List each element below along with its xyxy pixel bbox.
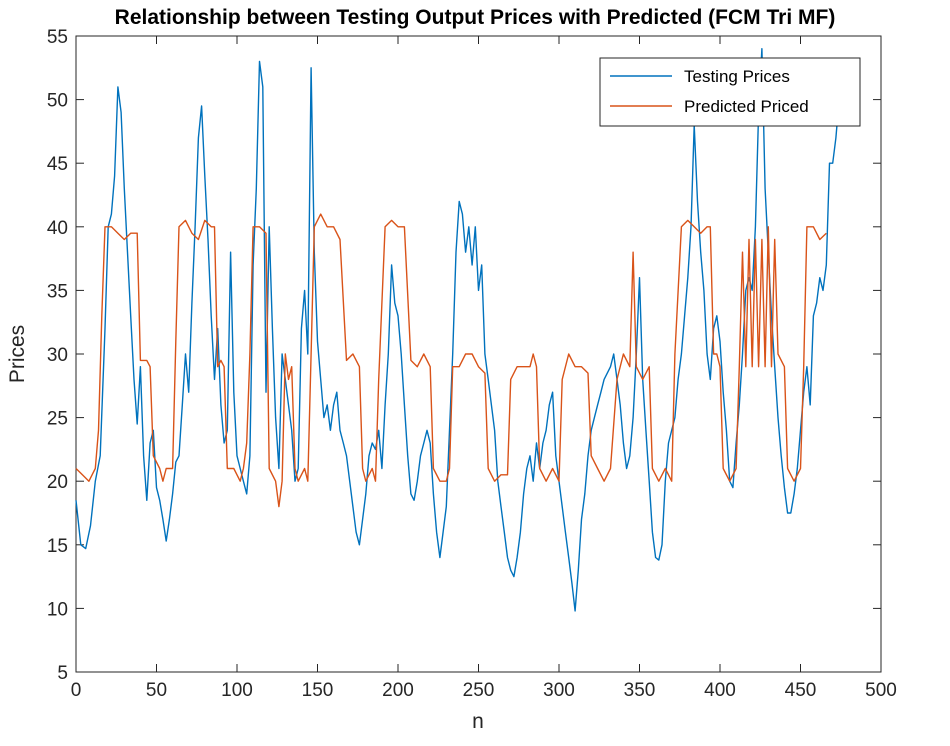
series-lines — [75, 48, 840, 612]
y-tick-label: 10 — [47, 599, 68, 620]
legend-label-testing-prices: Testing Prices — [684, 67, 790, 86]
legend-box — [599, 57, 861, 127]
y-tick-label: 40 — [47, 218, 68, 239]
x-tick-label: 100 — [221, 680, 253, 701]
x-axis-label: n — [472, 710, 484, 733]
y-tick-label: 55 — [47, 27, 68, 48]
x-tick-label: 450 — [785, 680, 817, 701]
y-tick-label: 20 — [47, 472, 68, 493]
series-line-predicted-priced — [75, 213, 827, 508]
x-axis-ticks: 0 50 100 150 200 250 300 350 400 450 500 — [71, 36, 897, 701]
x-tick-label: 200 — [382, 680, 414, 701]
y-tick-label: 50 — [47, 91, 68, 112]
y-axis-label: Prices — [6, 325, 29, 383]
y-tick-label: 15 — [47, 536, 68, 557]
x-tick-label: 500 — [865, 680, 897, 701]
chart-title: Relationship between Testing Output Pric… — [115, 6, 836, 29]
x-tick-label: 150 — [302, 680, 334, 701]
x-tick-label: 400 — [704, 680, 736, 701]
x-tick-label: 300 — [543, 680, 575, 701]
x-tick-label: 250 — [463, 680, 495, 701]
legend-label-predicted-priced: Predicted Priced — [684, 97, 809, 116]
y-tick-label: 5 — [57, 663, 68, 684]
y-tick-label: 30 — [47, 345, 68, 366]
y-tick-label: 45 — [47, 154, 68, 175]
y-axis-ticks: 5 10 15 20 25 30 35 40 45 50 55 — [47, 27, 881, 684]
x-tick-label: 350 — [624, 680, 656, 701]
y-tick-label: 35 — [47, 281, 68, 302]
x-tick-label: 0 — [71, 680, 82, 701]
plot-area — [75, 35, 882, 673]
x-tick-label: 50 — [146, 680, 167, 701]
y-tick-label: 25 — [47, 409, 68, 430]
legend: Testing Prices Predicted Priced — [599, 57, 861, 127]
